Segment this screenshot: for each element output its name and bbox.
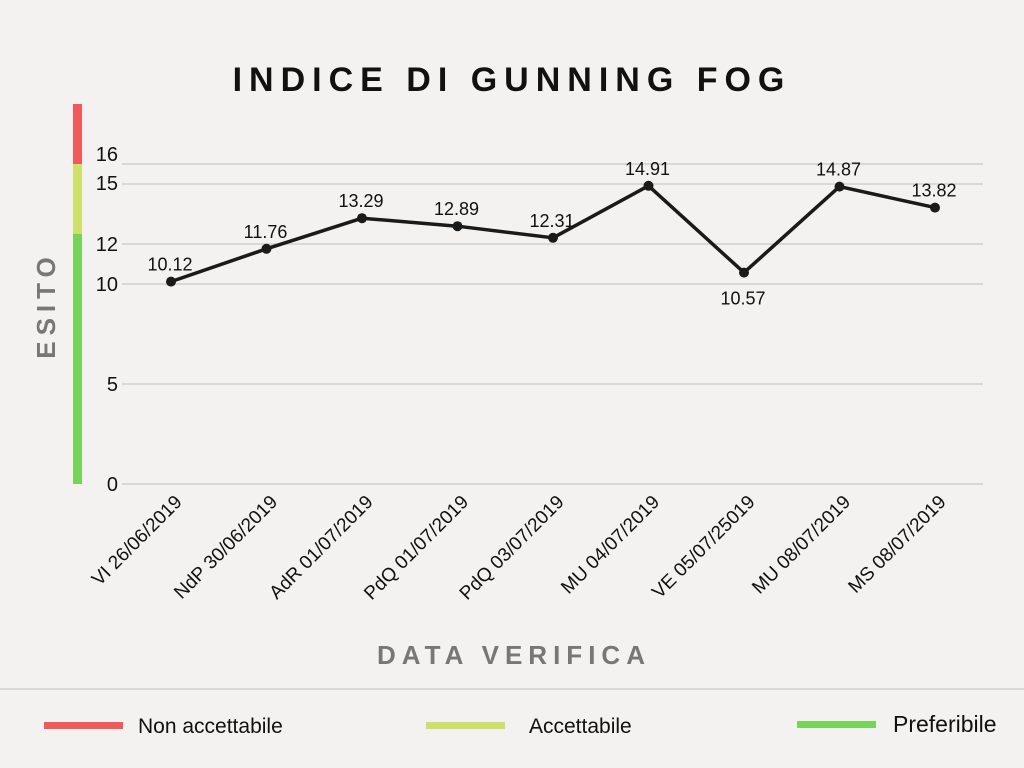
- legend-label: Accettabile: [529, 715, 632, 738]
- y-tick-labels: 0 5 10 12 15 16: [96, 144, 118, 496]
- x-axis-title: DATA VERIFICA: [377, 640, 651, 670]
- data-label: 10.57: [720, 289, 765, 309]
- x-tick-label: VI 26/06/2019: [88, 492, 187, 591]
- y-tick-label: 12: [96, 234, 118, 256]
- rating-bands: [73, 104, 82, 484]
- legend-swatch: [426, 722, 505, 729]
- data-point: [548, 232, 558, 243]
- x-tick-label: MU 08/07/2019: [748, 492, 855, 599]
- data-label: 10.12: [147, 255, 192, 275]
- band-non-accettabile: [73, 104, 82, 164]
- legend-item: Preferibile: [797, 711, 997, 737]
- data-label: 13.82: [911, 181, 956, 201]
- data-point: [834, 181, 845, 192]
- band-accettabile: [73, 164, 82, 234]
- legend-swatch: [44, 722, 123, 729]
- data-label: 14.91: [625, 159, 670, 179]
- x-tick-label: PdQ 01/07/2019: [360, 492, 473, 605]
- data-point: [452, 221, 463, 232]
- x-tick-label: PdQ 03/07/2019: [456, 492, 569, 605]
- data-point: [739, 267, 749, 278]
- y-tick-label: 15: [96, 173, 118, 195]
- y-axis-title: ESITO: [31, 251, 61, 359]
- y-tick-label: 0: [107, 474, 118, 496]
- data-point: [166, 276, 176, 287]
- legend-item: Non accettabile: [44, 715, 283, 738]
- data-label: 14.87: [816, 160, 861, 180]
- x-tick-label: MS 08/07/2019: [845, 492, 951, 598]
- data-point: [930, 202, 940, 213]
- legend-swatch: [797, 721, 876, 728]
- data-labels: 10.12 11.76 13.29 12.89 12.31 14.91 10.57 14.87…: [147, 159, 956, 309]
- x-tick-label: NdP 30/06/2019: [170, 492, 282, 604]
- data-point: [261, 243, 272, 254]
- data-point: [643, 180, 654, 191]
- y-tick-label: 5: [107, 374, 118, 396]
- legend-label: Preferibile: [893, 711, 997, 737]
- x-tick-label: AdR 01/07/2019: [266, 492, 378, 604]
- x-tick-label: MU 04/07/2019: [557, 492, 664, 599]
- data-label: 12.89: [434, 199, 479, 219]
- band-preferibile: [73, 234, 82, 484]
- y-tick-label: 16: [96, 144, 118, 166]
- data-points: [166, 180, 940, 287]
- data-label: 11.76: [244, 222, 288, 242]
- y-tick-label: 10: [96, 274, 118, 296]
- chart-title: INDICE DI GUNNING FOG: [233, 61, 792, 99]
- x-tick-label: VE 05/07/25019: [648, 492, 759, 603]
- data-label: 12.31: [529, 211, 574, 231]
- legend-label: Non accettabile: [138, 715, 283, 738]
- data-label: 13.29: [338, 191, 383, 211]
- legend: Non accettabile Accettabile Preferibile: [44, 711, 997, 738]
- legend-item: Accettabile: [426, 715, 632, 738]
- data-point: [357, 213, 367, 224]
